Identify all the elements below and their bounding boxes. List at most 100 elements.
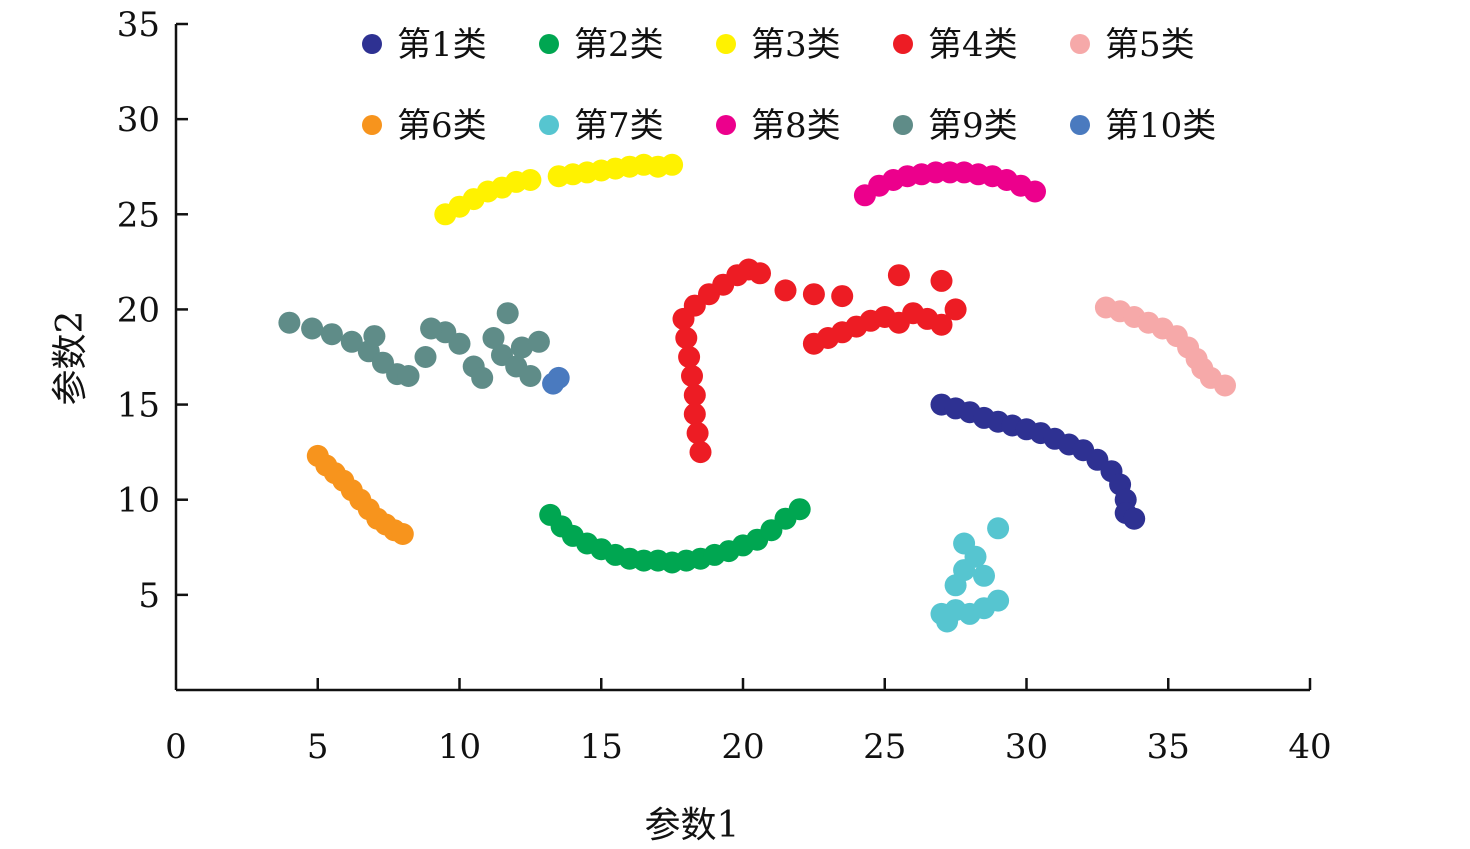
data-point [683,403,706,426]
data-point [953,532,976,555]
legend-marker [1070,115,1090,135]
series-6 [306,444,414,545]
legend-label: 第9类 [928,106,1018,146]
legend-item: 第3类 [716,25,841,65]
series-1 [930,393,1146,530]
data-point [1123,507,1146,530]
legend-item: 第5类 [1070,25,1195,65]
series-10 [542,366,570,395]
legend-label: 第10类 [1105,106,1216,146]
legend-label: 第2类 [574,25,664,65]
legend-marker [893,34,913,54]
series-8 [853,161,1046,207]
legend-marker [716,34,736,54]
legend-label: 第3类 [751,25,841,65]
legend-label: 第5类 [1105,25,1195,65]
x-tick-label: 10 [438,727,481,767]
data-point [363,325,386,348]
x-tick-label: 25 [863,727,906,767]
data-point [802,283,825,306]
y-tick-label: 20 [117,290,160,330]
legend-label: 第7类 [574,106,664,146]
y-tick-label: 30 [117,100,160,140]
data-point [930,269,953,292]
axes [174,22,1312,692]
data-point [471,366,494,389]
legend-marker [362,115,382,135]
data-point [987,589,1010,612]
data-points [278,153,1236,633]
data-point [930,313,953,336]
data-point [774,279,797,302]
y-tick-label: 5 [138,576,160,616]
data-point [944,298,967,321]
data-point [987,517,1010,540]
series-2 [539,498,811,574]
legend-marker [716,115,736,135]
data-point [519,365,542,387]
data-point [519,169,542,191]
data-point [788,498,811,521]
legend-item: 第6类 [362,106,487,146]
x-tick-label: 20 [721,727,764,767]
y-tick-label: 10 [117,481,160,521]
legend-marker [362,34,382,54]
legend-item: 第8类 [716,106,841,146]
data-point [340,330,363,353]
data-point [414,346,437,368]
data-point [831,285,854,308]
x-tick-label: 35 [1147,727,1190,767]
data-point [278,311,301,334]
legend-item: 第7类 [539,106,664,146]
series-4 [672,258,967,464]
y-tick-label: 25 [117,195,160,235]
data-point [681,365,703,387]
data-point [689,441,712,464]
legend-marker [893,115,913,135]
data-point [936,610,959,633]
legend-item: 第2类 [539,25,664,65]
data-point [749,262,771,285]
data-point [1214,374,1236,397]
data-point [547,366,570,389]
y-tick-label: 35 [117,5,160,45]
legend-label: 第6类 [397,106,487,146]
x-tick-label: 5 [307,727,329,767]
data-point [482,327,505,349]
series-5 [1094,296,1236,397]
legend-item: 第9类 [893,106,1018,146]
legend-item: 第4类 [893,25,1018,65]
data-point [510,336,533,359]
data-point [397,365,420,387]
x-tick-label: 0 [165,727,187,767]
tick-labels: 0 5 10 15 20 25 30 35 40 5 10 15 20 25 30 35 [117,5,1332,767]
data-point [887,264,910,287]
legend-label: 第1类 [397,25,487,65]
data-point [448,332,471,355]
series-7 [930,517,1010,633]
x-tick-label: 15 [580,727,623,767]
y-axis-label: 参数2 [50,311,91,406]
legend-item: 第1类 [362,25,487,65]
data-point [527,330,550,353]
data-point [420,317,443,340]
y-tick-label: 15 [117,386,160,426]
data-point [1024,180,1046,203]
data-point [496,302,519,325]
series-9 [278,302,550,389]
data-point [678,346,701,368]
data-point [301,317,324,340]
data-point [686,422,709,445]
x-axis-label: 参数1 [645,805,740,846]
data-point [320,323,343,346]
legend-label: 第4类 [928,25,1018,65]
series-3 [434,153,684,226]
data-point [675,327,698,349]
legend-marker [539,34,559,54]
x-tick-label: 30 [1005,727,1048,767]
data-point [661,153,684,176]
legend-marker [539,115,559,135]
legend-item: 第10类 [1070,106,1216,146]
